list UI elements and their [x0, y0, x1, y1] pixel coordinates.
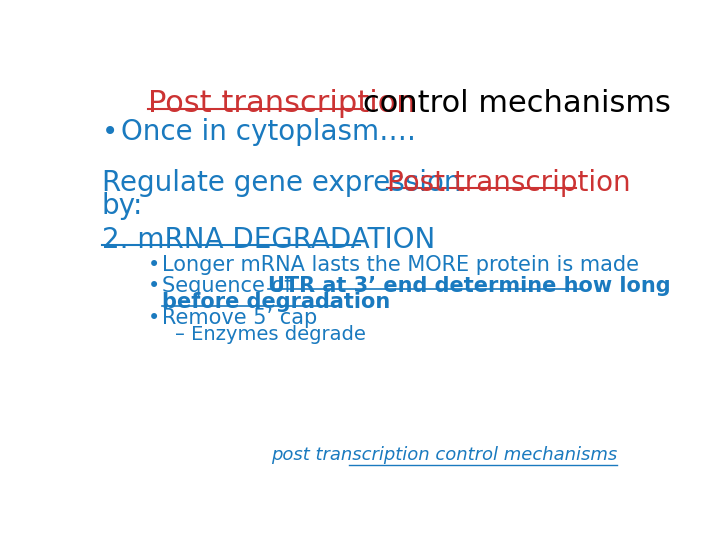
Text: Longer mRNA lasts the MORE protein is made: Longer mRNA lasts the MORE protein is ma…: [162, 255, 639, 275]
Text: Remove 5’ cap: Remove 5’ cap: [162, 308, 318, 328]
Text: •: •: [148, 308, 161, 328]
Text: control mechanisms: control mechanisms: [363, 90, 671, 118]
Text: Sequence of: Sequence of: [162, 276, 298, 296]
Text: Once in cytoplasm….: Once in cytoplasm….: [121, 118, 416, 146]
Text: before degradation: before degradation: [162, 292, 390, 312]
Text: Post transcription: Post transcription: [387, 168, 631, 197]
Text: Post transcription: Post transcription: [148, 90, 426, 118]
Text: •: •: [148, 276, 161, 296]
Text: by:: by:: [102, 192, 143, 220]
Text: 2. mRNA DEGRADATION: 2. mRNA DEGRADATION: [102, 226, 435, 254]
Text: UTR at 3’ end determine how long: UTR at 3’ end determine how long: [268, 276, 670, 296]
Text: post transcription control mechanisms: post transcription control mechanisms: [271, 446, 617, 464]
Text: •: •: [148, 255, 161, 275]
Text: Regulate gene expression: Regulate gene expression: [102, 168, 470, 197]
Text: – Enzymes degrade: – Enzymes degrade: [175, 325, 366, 344]
Text: •: •: [102, 118, 118, 146]
